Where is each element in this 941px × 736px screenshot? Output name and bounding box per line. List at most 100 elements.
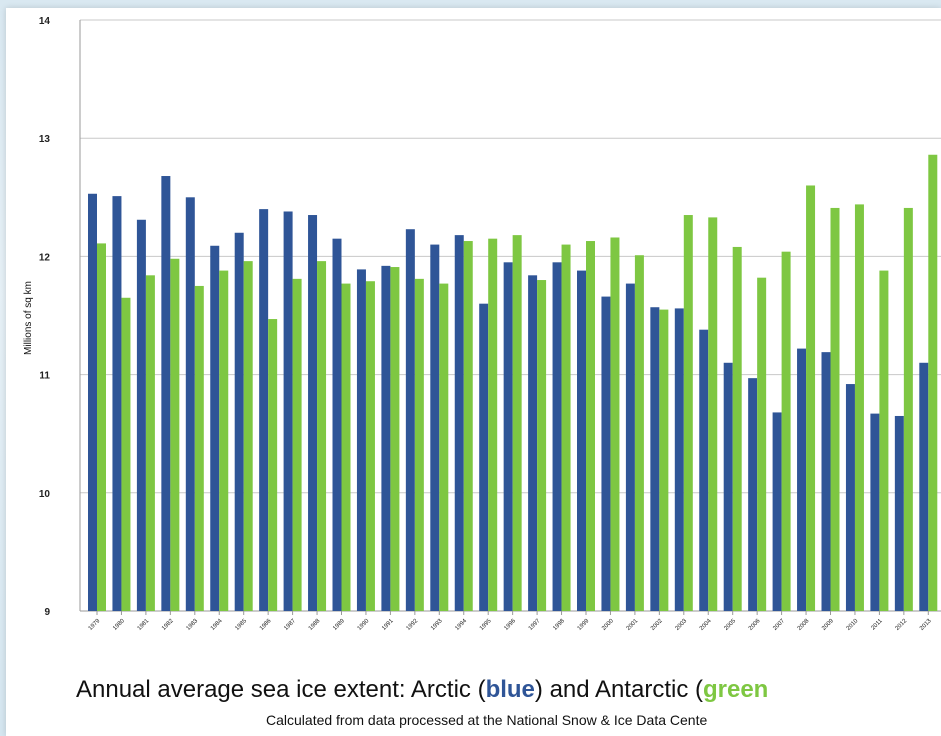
x-tick-label: 2011: [870, 618, 884, 632]
bar-arctic: [894, 415, 904, 611]
x-tick-label: 2000: [601, 618, 615, 632]
bar-arctic: [112, 196, 122, 612]
bar-antarctic: [243, 261, 253, 611]
bar-arctic: [919, 362, 929, 611]
x-tick-label: 1984: [210, 618, 224, 632]
bar-antarctic: [292, 278, 302, 611]
x-tick-label: 2010: [846, 618, 860, 632]
bar-arctic: [821, 352, 831, 611]
bar-antarctic: [488, 238, 498, 612]
x-tick-label: 2009: [821, 618, 835, 632]
title-arctic-color-word: blue: [485, 676, 535, 703]
bar-arctic: [601, 296, 611, 611]
x-tick-label: 1991: [381, 618, 395, 632]
x-tick-label: 2008: [797, 618, 811, 632]
x-axis: 1979 1980 1981 1982 1983 1984 1985 1986 1987 1988…: [88, 611, 933, 632]
bar-arctic: [454, 235, 464, 611]
bar-antarctic: [659, 309, 669, 611]
bar-antarctic: [683, 215, 693, 611]
x-tick-label: 1979: [88, 618, 102, 632]
bar-antarctic: [903, 207, 913, 612]
bar-antarctic: [781, 251, 791, 611]
bar-antarctic: [708, 217, 718, 612]
bar-arctic: [185, 197, 195, 612]
y-axis-label: Millions of sq km: [23, 281, 34, 355]
bar-antarctic: [97, 243, 106, 611]
y-tick-label: 10: [39, 489, 51, 500]
bar-arctic: [283, 211, 293, 611]
bar-arctic: [723, 362, 733, 611]
bar-arctic: [748, 378, 758, 611]
bar-antarctic: [463, 241, 473, 611]
bar-antarctic: [365, 281, 375, 611]
bar-arctic: [503, 262, 513, 611]
x-tick-label: 2005: [723, 618, 737, 632]
x-tick-label: 1990: [357, 618, 371, 632]
x-tick-label: 1996: [503, 618, 517, 632]
bar-antarctic: [219, 270, 229, 611]
x-tick-label: 1980: [112, 618, 126, 632]
y-tick-label: 14: [39, 16, 51, 27]
x-tick-label: 1987: [283, 618, 297, 632]
bar-antarctic: [512, 235, 522, 611]
bar-arctic: [772, 412, 782, 611]
bar-arctic: [210, 245, 220, 611]
x-tick-label: 2013: [919, 618, 933, 632]
y-tick-label: 11: [39, 371, 50, 382]
bar-antarctic: [806, 185, 816, 612]
x-tick-label: 1986: [259, 618, 273, 632]
x-tick-label: 1999: [577, 618, 591, 632]
title-prefix: Annual average sea ice extent: Arctic (: [76, 676, 486, 703]
title-antarctic-color-word: green: [702, 676, 769, 703]
x-tick-label: 2004: [699, 618, 713, 632]
bar-arctic: [88, 193, 97, 611]
bar-antarctic: [341, 283, 351, 611]
bar-arctic: [259, 209, 269, 611]
bar-arctic: [845, 384, 855, 611]
x-tick-label: 1988: [308, 618, 322, 632]
x-tick-label: 1981: [137, 618, 151, 632]
title-middle: ) and Antarctic (: [534, 676, 703, 703]
y-tick-label: 13: [39, 134, 51, 145]
bar-antarctic: [610, 237, 620, 611]
x-tick-label: 1983: [186, 618, 200, 632]
bars: [88, 154, 938, 612]
x-tick-label: 2012: [895, 618, 909, 632]
bar-arctic: [161, 176, 171, 612]
bar-arctic: [797, 348, 807, 611]
bar-arctic: [577, 270, 586, 611]
y-tick-label: 9: [44, 607, 50, 618]
bar-antarctic: [390, 267, 400, 611]
bar-arctic: [552, 262, 562, 611]
bar-arctic: [430, 244, 440, 611]
bar-arctic: [650, 307, 660, 611]
x-tick-label: 2007: [772, 618, 786, 632]
bar-antarctic: [317, 261, 327, 611]
bar-arctic: [136, 219, 146, 611]
x-tick-label: 1982: [161, 618, 175, 632]
bar-antarctic: [634, 255, 644, 611]
bar-arctic: [870, 413, 880, 611]
bar-antarctic: [194, 285, 204, 611]
chart-subtitle: Calculated from data processed at the Na…: [266, 712, 708, 728]
bar-arctic: [625, 283, 635, 611]
bar-antarctic: [854, 204, 864, 611]
bar-antarctic: [268, 319, 278, 611]
bar-antarctic: [537, 280, 547, 611]
x-tick-label: 1993: [430, 618, 444, 632]
bar-antarctic: [928, 154, 938, 612]
x-tick-label: 1992: [406, 618, 420, 632]
x-tick-label: 2001: [626, 618, 640, 632]
bar-antarctic: [830, 207, 840, 612]
x-tick-label: 1995: [479, 618, 493, 632]
x-tick-label: 1998: [552, 618, 566, 632]
bar-antarctic: [757, 277, 767, 611]
bar-arctic: [234, 232, 244, 611]
bar-antarctic: [439, 283, 449, 611]
bar-arctic: [332, 238, 342, 612]
x-tick-label: 2003: [675, 618, 689, 632]
bar-arctic: [405, 229, 415, 612]
bar-antarctic: [586, 241, 595, 611]
y-tick-label: 12: [39, 252, 51, 263]
